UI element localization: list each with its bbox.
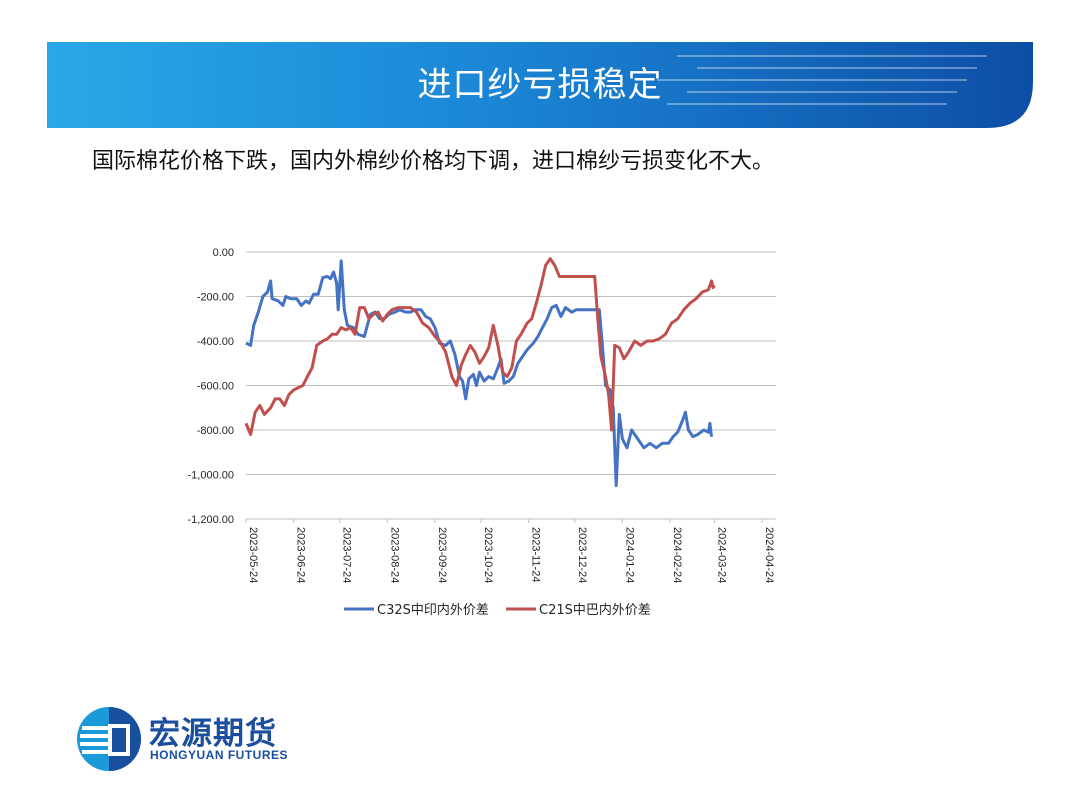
y-tick-label: -400.00 (197, 336, 234, 348)
y-axis-ticks: 0.00 -200.00 -400.00 -600.00 -800.00 -1,000.0… (188, 247, 234, 526)
header-banner: 进口纱亏损稳定 (47, 42, 1033, 128)
y-tick-label: -1,200.00 (188, 514, 234, 526)
x-axis-ticks: 2023-05-24 2023-06-24 2023-07-24 2023-08-24… (245, 519, 775, 583)
page-title: 进口纱亏损稳定 (417, 65, 663, 105)
y-tick-label: -1,000.00 (188, 470, 234, 482)
y-tick-label: -800.00 (197, 425, 234, 437)
x-tick-label: 2023-06-24 (295, 527, 307, 583)
y-tick-label: -200.00 (197, 292, 234, 304)
x-tick-label: 2023-10-24 (482, 527, 494, 583)
banner-background (47, 42, 1033, 128)
x-tick-label: 2023-09-24 (436, 527, 448, 583)
chart-series (244, 257, 716, 488)
series-line-1 (245, 259, 713, 488)
x-tick-label: 2023-12-24 (576, 527, 588, 583)
series-line-2 (244, 257, 716, 436)
line-chart: 0.00 -200.00 -400.00 -600.00 -800.00 -1,000.0… (188, 247, 776, 618)
x-tick-label: 2024-03-24 (716, 527, 728, 583)
page-subtitle: 国际棉花价格下跌，国内外棉纱价格均下调，进口棉纱亏损变化不大。 (92, 149, 775, 174)
company-logo: 宏源期货 HONGYUAN FUTURES (74, 704, 324, 774)
chart-legend: C32S中印内外价差 C21S中巴内外价差 (344, 602, 651, 618)
x-tick-label: 2023-11-24 (530, 527, 542, 582)
legend-label-1: C32S中印内外价差 (377, 602, 489, 618)
logo-name-cn: 宏源期货 (149, 716, 277, 752)
x-tick-label: 2023-07-24 (341, 527, 353, 583)
x-tick-label: 2024-04-24 (763, 527, 775, 583)
y-tick-label: -600.00 (197, 381, 234, 393)
x-tick-label: 2024-01-24 (623, 527, 635, 583)
logo-name-en: HONGYUAN FUTURES (150, 748, 289, 762)
y-tick-label: 0.00 (213, 247, 234, 259)
x-tick-label: 2023-05-24 (247, 527, 259, 583)
legend-label-2: C21S中巴内外价差 (539, 602, 651, 618)
x-tick-label: 2024-02-24 (671, 527, 683, 583)
x-tick-label: 2023-08-24 (388, 527, 400, 583)
chart-grid (246, 251, 776, 520)
hongyuan-logo-icon (77, 707, 141, 771)
